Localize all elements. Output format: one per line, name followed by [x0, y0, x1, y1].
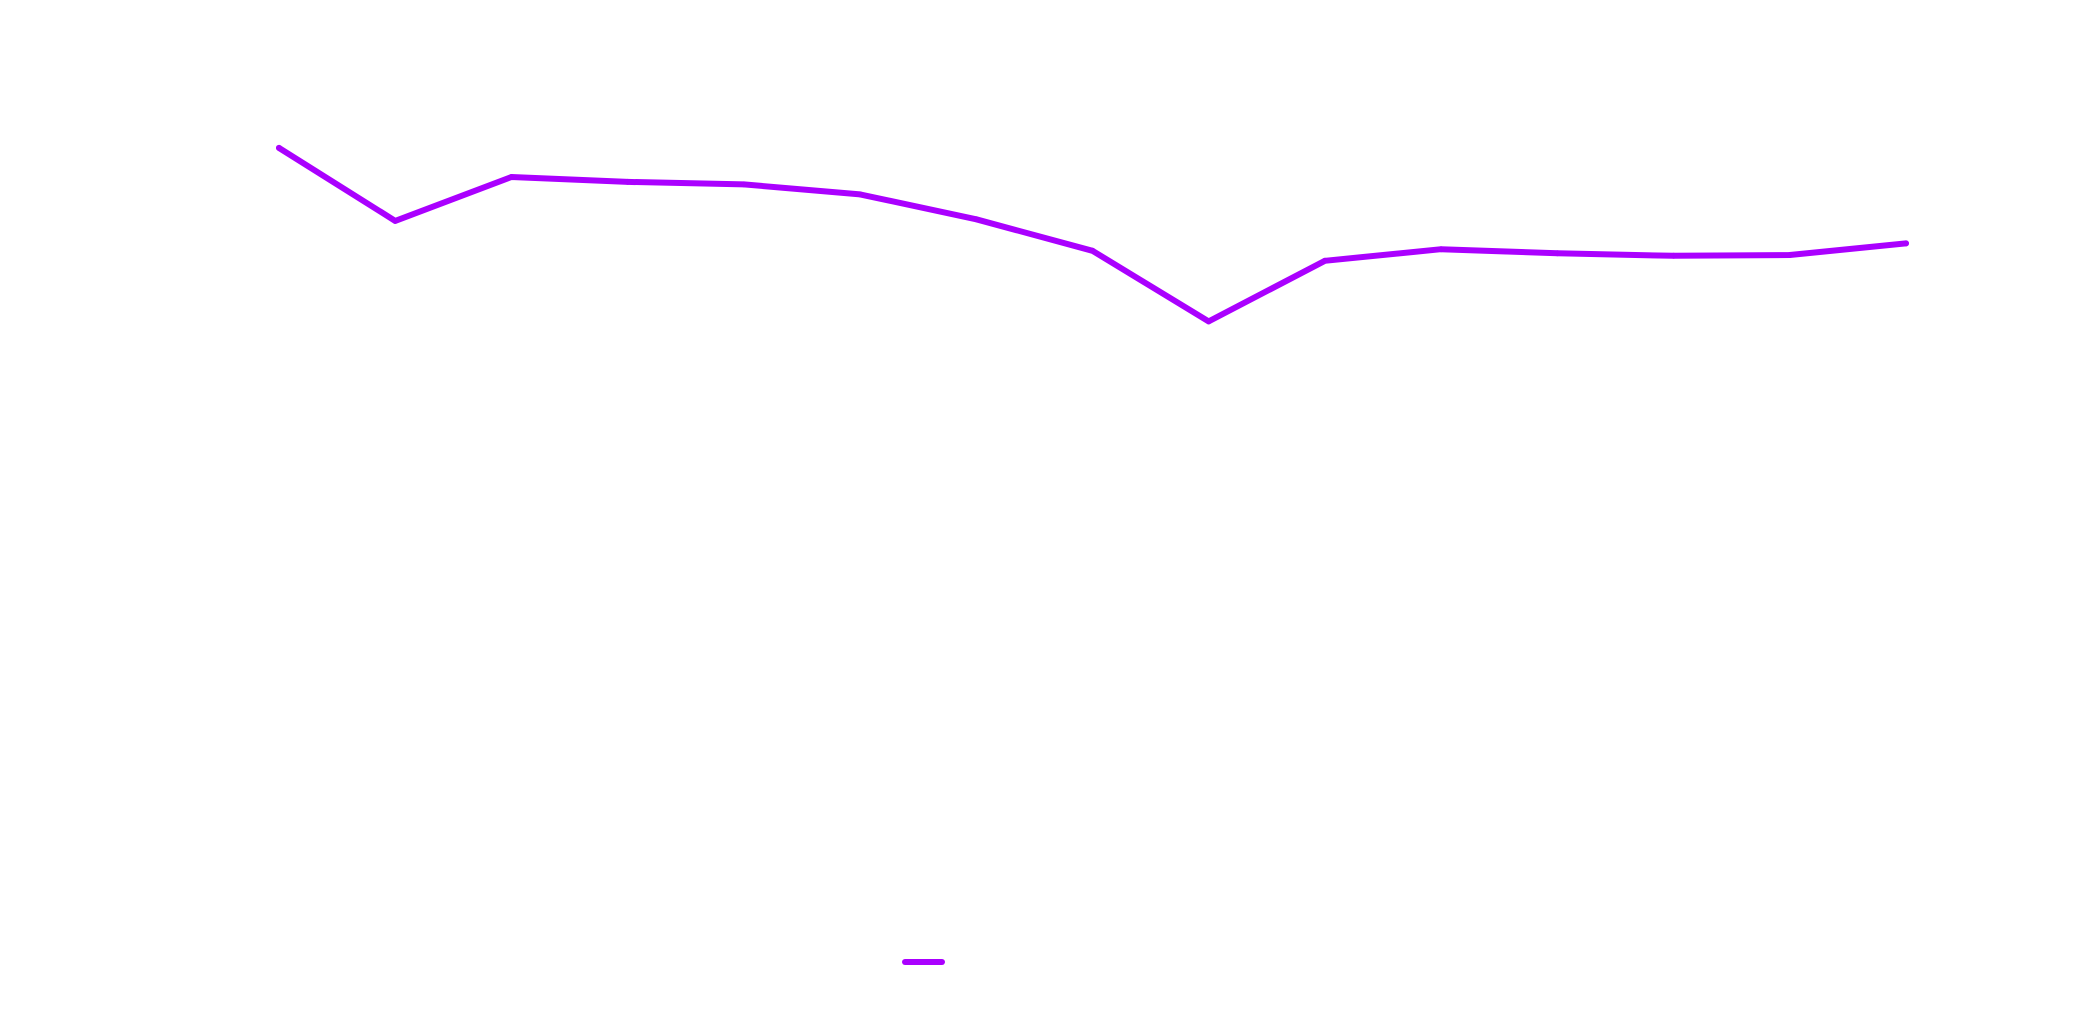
- series-line-0: [276, 144, 1909, 325]
- data-point: [1786, 252, 1793, 258]
- data-point: [392, 217, 399, 224]
- data-point: [1903, 240, 1909, 247]
- series-layer: [276, 144, 1909, 325]
- data-point: [857, 191, 864, 198]
- data-point: [740, 181, 747, 188]
- data-point: [973, 216, 980, 223]
- data-point: [624, 178, 631, 185]
- data-point: [1670, 252, 1677, 259]
- data-point: [1438, 246, 1445, 253]
- data-point: [1089, 247, 1096, 254]
- data-point: [508, 174, 515, 180]
- data-point: [276, 144, 282, 151]
- data-point: [1205, 318, 1212, 325]
- data-point: [1321, 257, 1328, 264]
- data-point: [1554, 250, 1561, 257]
